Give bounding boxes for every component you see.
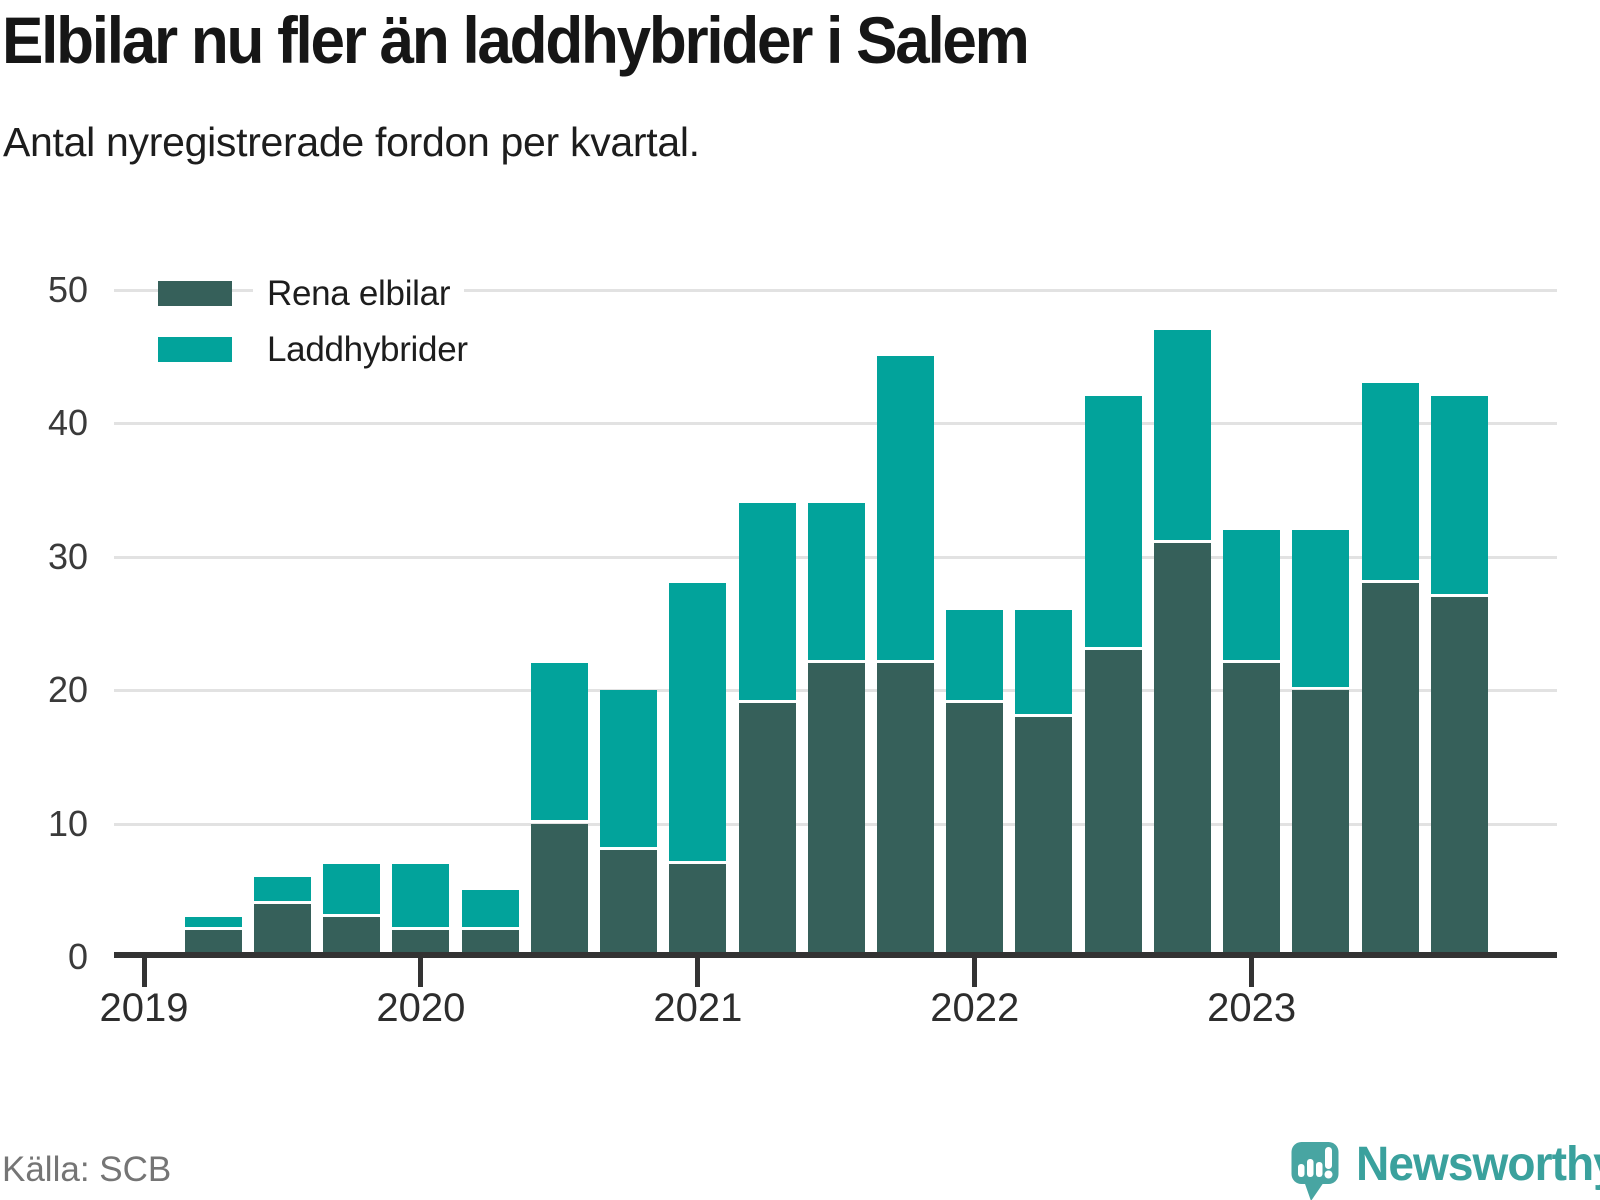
legend-label-electric: Rena elbilar	[253, 271, 465, 316]
bar-electric-segment	[1223, 663, 1281, 957]
bar-hybrid-segment	[323, 863, 381, 914]
bar-electric-segment	[600, 850, 658, 957]
bar-hybrid-segment	[1361, 382, 1419, 581]
bar-electric-segment	[1361, 583, 1419, 957]
legend-label-hybrid: Laddhybrider	[253, 327, 482, 372]
y-axis-tick-label: 0	[67, 936, 88, 977]
x-axis-tick	[418, 956, 424, 987]
bar-hybrid-segment	[461, 890, 519, 928]
bar-electric-segment	[738, 703, 796, 957]
y-axis-tick-label: 50	[47, 268, 88, 310]
y-axis-tick-label: 30	[47, 535, 88, 577]
bar-hybrid-segment	[1292, 529, 1350, 687]
bar-electric-segment	[253, 903, 311, 957]
bar-hybrid-segment	[1430, 396, 1488, 594]
bar-electric-segment	[877, 663, 935, 957]
legend: Rena elbilar Laddhybrider	[158, 271, 482, 383]
gridline	[114, 422, 1557, 425]
x-axis-tick-label: 2022	[930, 986, 1020, 1030]
bar-hybrid-segment	[253, 876, 311, 901]
bar-electric-segment	[946, 703, 1004, 957]
bar-electric-segment	[530, 823, 588, 957]
legend-item-hybrid: Laddhybrider	[158, 327, 482, 372]
gridline	[114, 288, 1557, 292]
legend-swatch-electric	[158, 281, 232, 306]
brand-wordmark: Newsworthy	[1356, 1138, 1600, 1191]
bar-hybrid-segment	[1015, 609, 1073, 714]
x-axis-tick	[695, 956, 701, 987]
x-axis-tick-label: 2019	[99, 986, 189, 1030]
bar-electric-segment	[807, 663, 865, 957]
bar-hybrid-segment	[600, 690, 658, 848]
chart-subtitle: Antal nyregistrerade fordon per kvartal.	[3, 119, 700, 165]
x-axis-line	[114, 952, 1557, 958]
bar-hybrid-segment	[946, 609, 1004, 701]
legend-swatch-hybrid	[158, 337, 232, 362]
bar-hybrid-segment	[807, 503, 865, 661]
x-axis-tick	[141, 956, 147, 987]
x-axis-tick	[1249, 956, 1255, 987]
bar-electric-segment	[323, 916, 381, 957]
bar-hybrid-segment	[1153, 329, 1211, 541]
bar-hybrid-segment	[184, 916, 242, 928]
source-label: Källa: SCB	[2, 1150, 172, 1189]
newsworthy-logo-icon	[1291, 1142, 1339, 1200]
bar-hybrid-segment	[877, 356, 935, 661]
bar-hybrid-segment	[392, 863, 450, 928]
bar-hybrid-segment	[1223, 529, 1281, 661]
bar-electric-segment	[1292, 690, 1350, 957]
bar-hybrid-segment	[669, 583, 727, 861]
bar-electric-segment	[669, 863, 727, 957]
x-axis-tick-label: 2020	[376, 986, 466, 1030]
bar-electric-segment	[1015, 716, 1073, 957]
y-axis-tick-label: 40	[47, 402, 88, 443]
bar-hybrid-segment	[1084, 396, 1142, 647]
y-axis-tick-label: 10	[47, 802, 88, 844]
bar-hybrid-segment	[530, 663, 588, 821]
x-axis-tick-label: 2023	[1207, 986, 1297, 1030]
chart-title: Elbilar nu fler än laddhybrider i Salem	[2, 3, 1030, 77]
bar-electric-segment	[1153, 543, 1211, 957]
x-axis-tick-label: 2021	[653, 986, 743, 1030]
bar-electric-segment	[1084, 649, 1142, 957]
bar-hybrid-segment	[738, 503, 796, 701]
legend-item-electric: Rena elbilar	[158, 271, 482, 316]
y-axis-tick-label: 20	[47, 669, 88, 710]
x-axis-tick	[972, 956, 978, 987]
bar-electric-segment	[1430, 596, 1488, 957]
